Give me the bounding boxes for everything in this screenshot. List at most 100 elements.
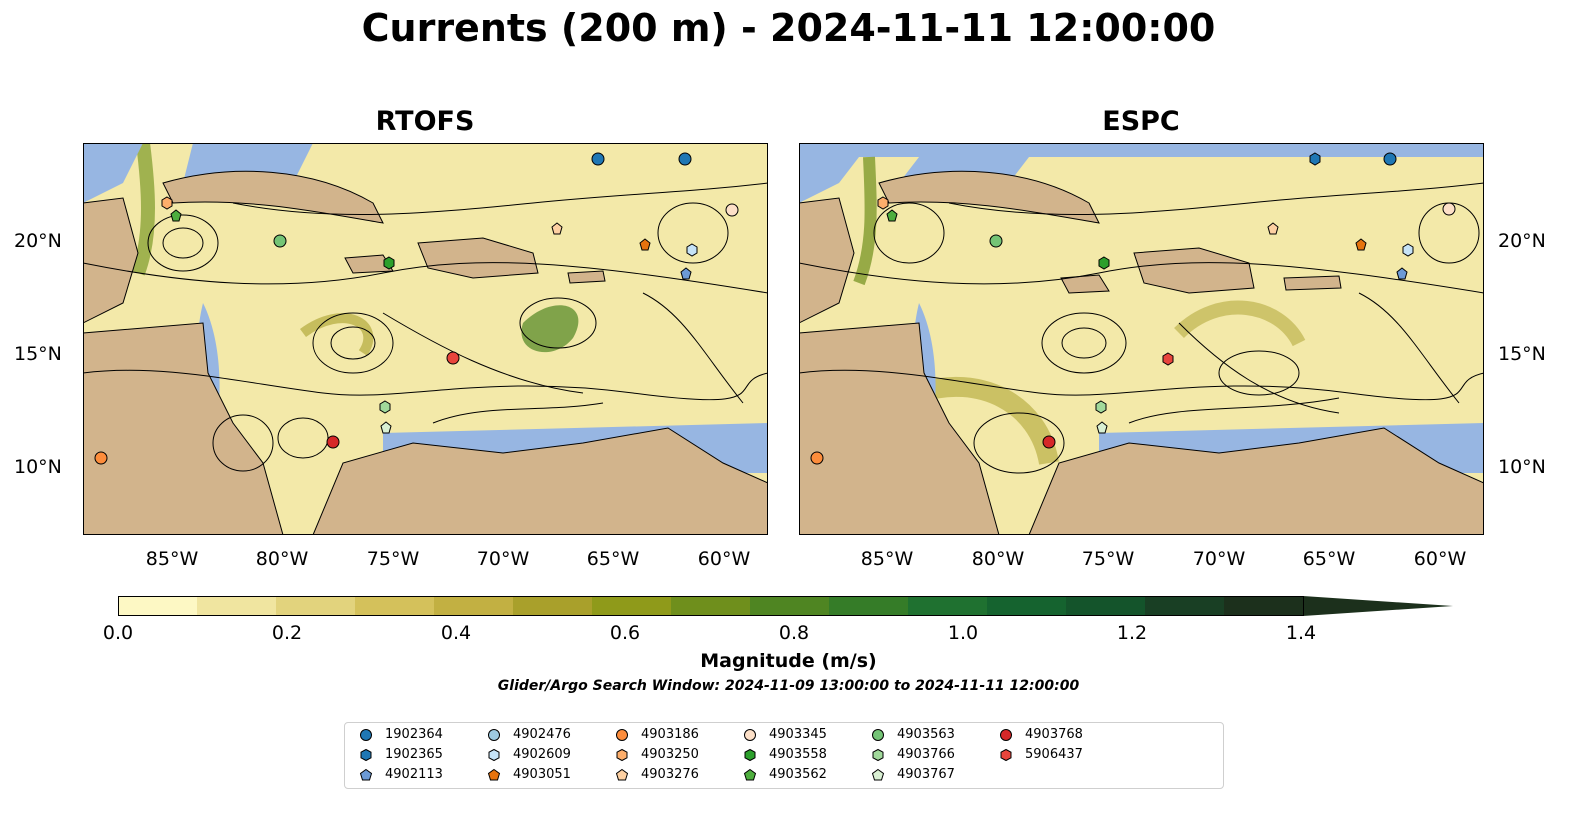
legend-marker-circle-icon bbox=[360, 728, 372, 741]
legend-item: 1902365 bbox=[359, 747, 443, 762]
figure-title: Currents (200 m) - 2024-11-11 12:00:00 bbox=[361, 6, 1216, 50]
lat-label-20n-left: 20°N bbox=[14, 230, 62, 252]
legend-item-label: 4903276 bbox=[641, 767, 699, 782]
lon-label-70w-right: 70°W bbox=[1192, 548, 1246, 570]
legend-item-label: 4903186 bbox=[641, 727, 699, 742]
legend-item-label: 4903563 bbox=[897, 727, 955, 742]
lon-label-85w-right: 85°W bbox=[860, 548, 914, 570]
map-espc-canvas bbox=[799, 143, 1484, 535]
legend-item: 4903562 bbox=[743, 767, 827, 782]
lon-label-65w-left: 65°W bbox=[586, 548, 640, 570]
map-rtofs-canvas bbox=[83, 143, 768, 535]
colorbar-tick-1: 0.2 bbox=[271, 622, 303, 644]
legend: 1902364 1902365 4902113 4902476 4902609 49030… bbox=[344, 722, 1224, 789]
lon-label-75w-left: 75°W bbox=[366, 548, 420, 570]
legend-marker-pentagon-icon bbox=[615, 768, 629, 780]
legend-marker-circle-icon bbox=[1000, 728, 1012, 741]
legend-item: 4903051 bbox=[487, 767, 571, 782]
lon-label-70w-left: 70°W bbox=[476, 548, 530, 570]
colorbar-tick-7: 1.4 bbox=[1285, 622, 1317, 644]
legend-item-label: 1902365 bbox=[385, 747, 443, 762]
legend-item-label: 4903250 bbox=[641, 747, 699, 762]
lat-label-10n-left: 10°N bbox=[14, 456, 62, 478]
colorbar-segment bbox=[750, 596, 830, 616]
colorbar-segment bbox=[908, 596, 988, 616]
legend-item: 4903766 bbox=[871, 747, 955, 762]
legend-item-label: 1902364 bbox=[385, 727, 443, 742]
legend-marker-pentagon-icon bbox=[487, 768, 501, 780]
map-rtofs[interactable] bbox=[83, 143, 768, 535]
lon-label-85w-left: 85°W bbox=[145, 548, 199, 570]
colorbar-tick-4: 0.8 bbox=[778, 622, 810, 644]
colorbar-tick-6: 1.2 bbox=[1116, 622, 1148, 644]
colorbar-segment bbox=[1224, 596, 1304, 616]
legend-marker-pentagon-icon bbox=[359, 768, 373, 780]
legend-item: 4903186 bbox=[615, 727, 699, 742]
legend-item-label: 4903766 bbox=[897, 747, 955, 762]
legend-marker-circle-icon bbox=[488, 728, 500, 741]
colorbar-segment bbox=[1066, 596, 1146, 616]
legend-marker-pentagon-icon bbox=[743, 768, 757, 780]
lat-label-20n-right: 20°N bbox=[1498, 230, 1546, 252]
colorbar-segment bbox=[434, 596, 514, 616]
legend-item: 1902364 bbox=[359, 727, 443, 742]
colorbar-tick-5: 1.0 bbox=[947, 622, 979, 644]
lat-label-10n-right: 10°N bbox=[1498, 456, 1546, 478]
lat-label-15n-left: 15°N bbox=[14, 343, 62, 365]
colorbar-segment bbox=[118, 596, 198, 616]
legend-marker-hexagon-icon bbox=[744, 748, 756, 761]
legend-item-label: 4903345 bbox=[769, 727, 827, 742]
legend-item-label: 4903558 bbox=[769, 747, 827, 762]
colorbar-segment bbox=[513, 596, 593, 616]
colorbar bbox=[118, 596, 1453, 616]
legend-item-label: 4903767 bbox=[897, 767, 955, 782]
colorbar-segment bbox=[592, 596, 672, 616]
colorbar-segment bbox=[1145, 596, 1225, 616]
legend-item: 4903768 bbox=[999, 727, 1083, 742]
colorbar-segment bbox=[829, 596, 909, 616]
colorbar-tick-3: 0.6 bbox=[609, 622, 641, 644]
lon-label-75w-right: 75°W bbox=[1081, 548, 1135, 570]
legend-item: 4903250 bbox=[615, 747, 699, 762]
legend-marker-hexagon-icon bbox=[1000, 748, 1012, 761]
panel-title-rtofs: RTOFS bbox=[375, 106, 475, 137]
legend-marker-hexagon-icon bbox=[872, 748, 884, 761]
colorbar-label: Magnitude (m/s) bbox=[700, 650, 877, 672]
colorbar-segment bbox=[987, 596, 1067, 616]
colorbar-segment bbox=[276, 596, 356, 616]
legend-item-label: 4903562 bbox=[769, 767, 827, 782]
legend-item-label: 5906437 bbox=[1025, 747, 1083, 762]
lon-label-65w-right: 65°W bbox=[1302, 548, 1356, 570]
legend-marker-hexagon-icon bbox=[488, 748, 500, 761]
lat-label-15n-right: 15°N bbox=[1498, 343, 1546, 365]
legend-item: 4903563 bbox=[871, 727, 955, 742]
search-window-text: Glider/Argo Search Window: 2024-11-09 13… bbox=[497, 678, 1080, 694]
colorbar-segment bbox=[671, 596, 751, 616]
legend-marker-circle-icon bbox=[872, 728, 884, 741]
lon-label-60w-left: 60°W bbox=[697, 548, 751, 570]
colorbar-segment bbox=[197, 596, 277, 616]
legend-item-label: 4903051 bbox=[513, 767, 571, 782]
legend-marker-pentagon-icon bbox=[871, 768, 885, 780]
lon-label-80w-right: 80°W bbox=[971, 548, 1025, 570]
legend-item-label: 4902113 bbox=[385, 767, 443, 782]
colorbar-tick-2: 0.4 bbox=[440, 622, 472, 644]
colorbar-segment bbox=[355, 596, 435, 616]
legend-item-label: 4902609 bbox=[513, 747, 571, 762]
legend-item: 4903276 bbox=[615, 767, 699, 782]
legend-item-label: 4902476 bbox=[513, 727, 571, 742]
legend-item-label: 4903768 bbox=[1025, 727, 1083, 742]
map-espc[interactable] bbox=[799, 143, 1484, 535]
legend-item: 5906437 bbox=[999, 747, 1083, 762]
colorbar-extend-arrow bbox=[1303, 596, 1453, 616]
legend-marker-circle-icon bbox=[616, 728, 628, 741]
panel-title-espc: ESPC bbox=[1102, 106, 1180, 137]
legend-item: 4902113 bbox=[359, 767, 443, 782]
colorbar-tick-0: 0.0 bbox=[102, 622, 134, 644]
legend-item: 4903345 bbox=[743, 727, 827, 742]
legend-marker-circle-icon bbox=[744, 728, 756, 741]
legend-marker-hexagon-icon bbox=[360, 748, 372, 761]
legend-item: 4902476 bbox=[487, 727, 571, 742]
lon-label-60w-right: 60°W bbox=[1413, 548, 1467, 570]
lon-label-80w-left: 80°W bbox=[255, 548, 309, 570]
